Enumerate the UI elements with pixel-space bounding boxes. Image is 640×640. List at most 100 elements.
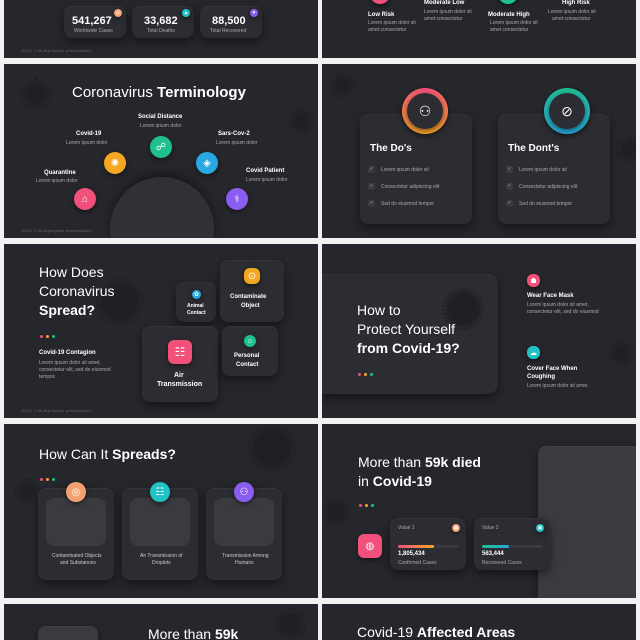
slide-dos-donts[interactable]: ⚇ ⊘ The Do's The Dont's ✓ Lorem ipsum dol… — [322, 64, 636, 238]
stat-card-2: ▲ 33,682 Total Deaths — [132, 6, 194, 38]
value-icon-2: ▣ — [536, 524, 544, 532]
social-distance-icon: ☍ — [150, 136, 172, 158]
mask-body-2: consectetur elit, sed do eiusmod — [527, 309, 599, 315]
heart-icon: ♥ — [250, 9, 258, 17]
risk-body-4b: amet consectetur — [552, 16, 591, 22]
term-title-covid: Covid-19 — [76, 131, 102, 137]
slide-stats[interactable]: ◎ 541,267 Worldwide Cases ▲ 33,682 Total… — [4, 0, 318, 58]
target-icon: ◎ — [66, 482, 86, 502]
air-icon: ☷ — [168, 340, 192, 364]
contagion-title: Covid-19 Contagion — [39, 350, 96, 356]
donts-title: The Dont's — [508, 143, 560, 154]
risk-body-3b: amet consectetur — [490, 27, 529, 33]
protect-title-1: How to — [357, 302, 401, 318]
animal-icon: ✿ — [192, 290, 201, 299]
virus-decor — [442, 288, 484, 330]
slide-died[interactable]: More than 59k died in Covid-19 ◍ Value 1… — [322, 424, 636, 598]
risk-title-2: Moderate Low — [424, 0, 465, 6]
footer-text: 2022 // Multipurpose presentation — [22, 408, 92, 413]
image-placeholder — [214, 498, 274, 546]
contagion-body-1: Lorem ipsum dolor sit amet, — [39, 360, 101, 366]
humans-icon: ⚇ — [234, 482, 254, 502]
stat-value-2: 33,682 — [144, 15, 178, 27]
virus-decor — [608, 340, 634, 366]
check-icon: ✓ — [506, 183, 513, 190]
globe-icon: ◎ — [114, 9, 122, 17]
virus-icon: ✺ — [104, 152, 126, 174]
stat-label-3: Total Recovered — [210, 28, 247, 34]
check-icon: ✓ — [368, 183, 375, 190]
chart-icon: ▲ — [182, 9, 190, 17]
slide-bottom-right[interactable]: Covid-19 Affected Areas — [322, 604, 636, 640]
accent-dots — [40, 325, 58, 343]
dont-item-2: ✓ Consectetur adipiscing elit — [506, 183, 578, 190]
photo-placeholder — [38, 626, 98, 640]
term-body-covid: Lorem ipsum dolor — [66, 140, 108, 146]
check-icon: ✓ — [506, 200, 513, 207]
risk-title-1: Low Risk — [368, 12, 395, 18]
spread-title-2: Coronavirus — [39, 283, 115, 299]
spread-title-3: Spread? — [39, 302, 96, 318]
do-item-1: ✓ Lorem ipsum dolor sit — [368, 166, 429, 173]
contagion-body-3: tempor. — [39, 374, 56, 380]
value-number-1: 1,805,434 — [398, 551, 425, 557]
spread-card-3 — [206, 488, 282, 580]
dos-title: The Do's — [370, 143, 412, 154]
contaminate-label-1: Contaminate — [230, 294, 267, 300]
cough-title-2: Coughing — [527, 374, 555, 380]
contaminate-card: ⊙ Contaminate Object — [220, 260, 284, 322]
globe-icon: ◍ — [358, 534, 382, 558]
spread-card-1 — [38, 488, 114, 580]
slide-spreads[interactable]: How Can It Spreads? ◎ ☷ ⚇ Contaminated O… — [4, 424, 318, 598]
personal-label-1: Personal — [234, 353, 260, 359]
value-card-2: Value 2 ▣ 563,444 Recovered Cases — [474, 518, 550, 570]
term-body-quarantine: Lorem ipsum dolor — [36, 178, 78, 184]
cough-body-1: Lorem ipsum dolor sit amet. — [527, 383, 589, 389]
slide-terminology[interactable]: Coronavirus Terminology ⌂ ✺ ☍ ◈ ⚕ Quaran… — [4, 64, 318, 238]
term-body-sars: Lorem ipsum dolor — [216, 140, 258, 146]
slide-risk[interactable]: Low Risk Lorem ipsum dolor sit amet cons… — [322, 0, 636, 58]
risk-body-1b: amet consectetur — [368, 27, 407, 33]
risk-title-3: Moderate High — [488, 12, 530, 18]
value-bar-fill-2 — [482, 545, 509, 548]
slide-protect[interactable]: How to Protect Yourself from Covid-19? ☗… — [322, 244, 636, 418]
stat-card-1: ◎ 541,267 Worldwide Cases — [64, 6, 126, 38]
risk-mod-circle — [498, 0, 518, 4]
value-bar-2 — [482, 545, 542, 548]
risk-low-circle — [370, 0, 390, 4]
dont-item-1: ✓ Lorem ipsum dolor sit — [506, 166, 567, 173]
bottom-left-title: More than 59k — [148, 626, 239, 640]
cough-title-1: Cover Face When — [527, 366, 578, 372]
accent-dots — [40, 468, 58, 486]
protect-title-2: Protect Yourself — [357, 321, 456, 337]
risk-body-4a: Lorem ipsum dolor sit — [548, 9, 596, 15]
value-bar-fill-1 — [398, 545, 434, 548]
spread-caption-1a: Contaminated Objects — [52, 553, 102, 559]
mask-title: Wear Face Mask — [527, 293, 574, 299]
risk-title-4: High Risk — [562, 0, 590, 6]
virus-decor — [288, 108, 314, 134]
died-title-1: More than 59k died — [358, 454, 481, 470]
slide-bottom-left[interactable]: More than 59k — [4, 604, 318, 640]
value-card-1: Value 1 ▣ 1,805,434 Confirmed Cases — [390, 518, 466, 570]
value-bar-1 — [398, 545, 458, 548]
term-title-sars: Sars-Cov-2 — [218, 131, 250, 137]
virus-decor — [248, 424, 296, 472]
stat-label-1: Worldwide Cases — [74, 28, 113, 34]
check-icon: ✓ — [368, 200, 375, 207]
value-number-2: 563,444 — [482, 551, 504, 557]
animal-label-1: Animal — [187, 303, 204, 309]
contaminate-label-2: Object — [241, 303, 260, 309]
spread-caption-3b: Humans — [235, 560, 254, 566]
spread-caption-2a: Air Transmission of — [140, 553, 183, 559]
patient-icon: ⚕ — [226, 188, 248, 210]
check-icon: ✓ — [368, 166, 375, 173]
spread-caption-1b: and Substances — [60, 560, 96, 566]
slide-how-spread[interactable]: How Does Coronavirus Spread? Covid-19 Co… — [4, 244, 318, 418]
spread-card-2 — [122, 488, 198, 580]
quarantine-icon: ⌂ — [74, 188, 96, 210]
object-icon: ⊙ — [244, 268, 260, 284]
died-title-2: in Covid-19 — [358, 473, 432, 489]
droplet-icon: ☷ — [150, 482, 170, 502]
do-item-2: ✓ Consectetur adipiscing elit — [368, 183, 440, 190]
